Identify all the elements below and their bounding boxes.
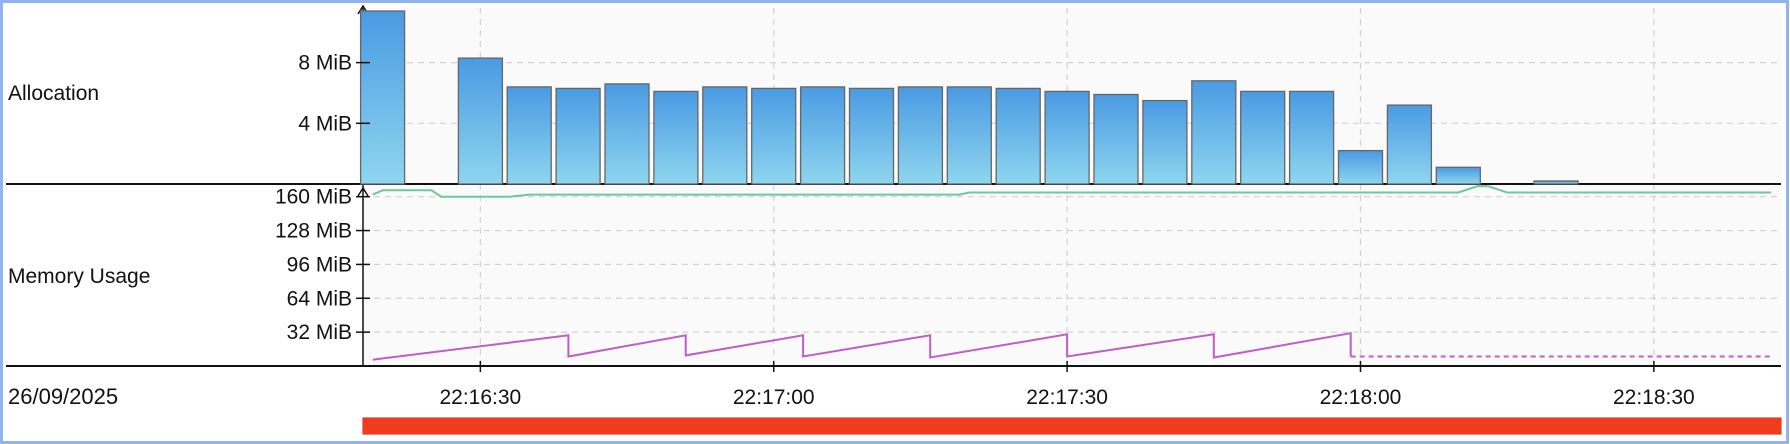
memory-y-tick-label: 160 MiB [275,186,352,209]
allocation-bars [359,10,1579,185]
memory-axis-arrow [357,186,369,197]
allocation-bar [457,57,504,185]
allocation-bar [1435,166,1481,185]
grid [363,8,1781,366]
allocation-bar [1240,90,1286,185]
memory-y-tick-label: 64 MiB [287,287,352,310]
allocation-bar [1093,93,1139,185]
memory-y-tick-label: 32 MiB [287,321,352,344]
memory-lines [372,185,1772,361]
allocation-bar [702,86,748,185]
allocation-bar [1191,80,1237,185]
allocation-bar [506,86,552,185]
allocation-bar [1044,90,1090,185]
allocation-bar [1337,149,1384,185]
x-tick-label: 22:18:00 [1320,386,1402,409]
allocation-bar [995,87,1041,185]
allocation-label: Allocation [8,82,99,105]
allocation-y-tick-label: 4 MiB [298,112,352,135]
allocation-bar [359,10,406,185]
allocation-bar [1142,99,1188,185]
x-tick-label: 22:17:30 [1026,386,1108,409]
memory-y-tick-label: 96 MiB [287,253,352,276]
progress-bar[interactable] [363,418,1781,434]
allocation-bar [653,90,699,185]
allocation-bar [946,86,992,185]
allocation-bar [555,87,601,185]
memory-y-tick-label: 128 MiB [275,220,352,243]
memory-usage-label: Memory Usage [8,265,150,288]
allocation-bar [799,86,846,185]
allocation-bar [1288,90,1335,185]
memory-used-line [372,332,1352,361]
allocation-bar [897,86,944,185]
plot-background [363,8,1781,366]
allocation-bar [751,87,797,185]
allocation-bar [1386,104,1433,185]
date-label: 26/09/2025 [8,384,118,409]
axis-ticks: 22:16:30 22:17:00 22:17:30 22:18:00 22:18:30… [275,52,1695,409]
x-tick-label: 22:18:30 [1613,386,1695,409]
allocation-bar [604,83,650,185]
memory-committed-line [372,185,1772,198]
allocation-y-tick-label: 8 MiB [298,52,352,75]
x-tick-label: 22:16:30 [439,386,521,409]
x-tick-label: 22:17:00 [733,386,815,409]
allocation-bar [1533,180,1579,185]
allocation-bar [848,87,895,185]
